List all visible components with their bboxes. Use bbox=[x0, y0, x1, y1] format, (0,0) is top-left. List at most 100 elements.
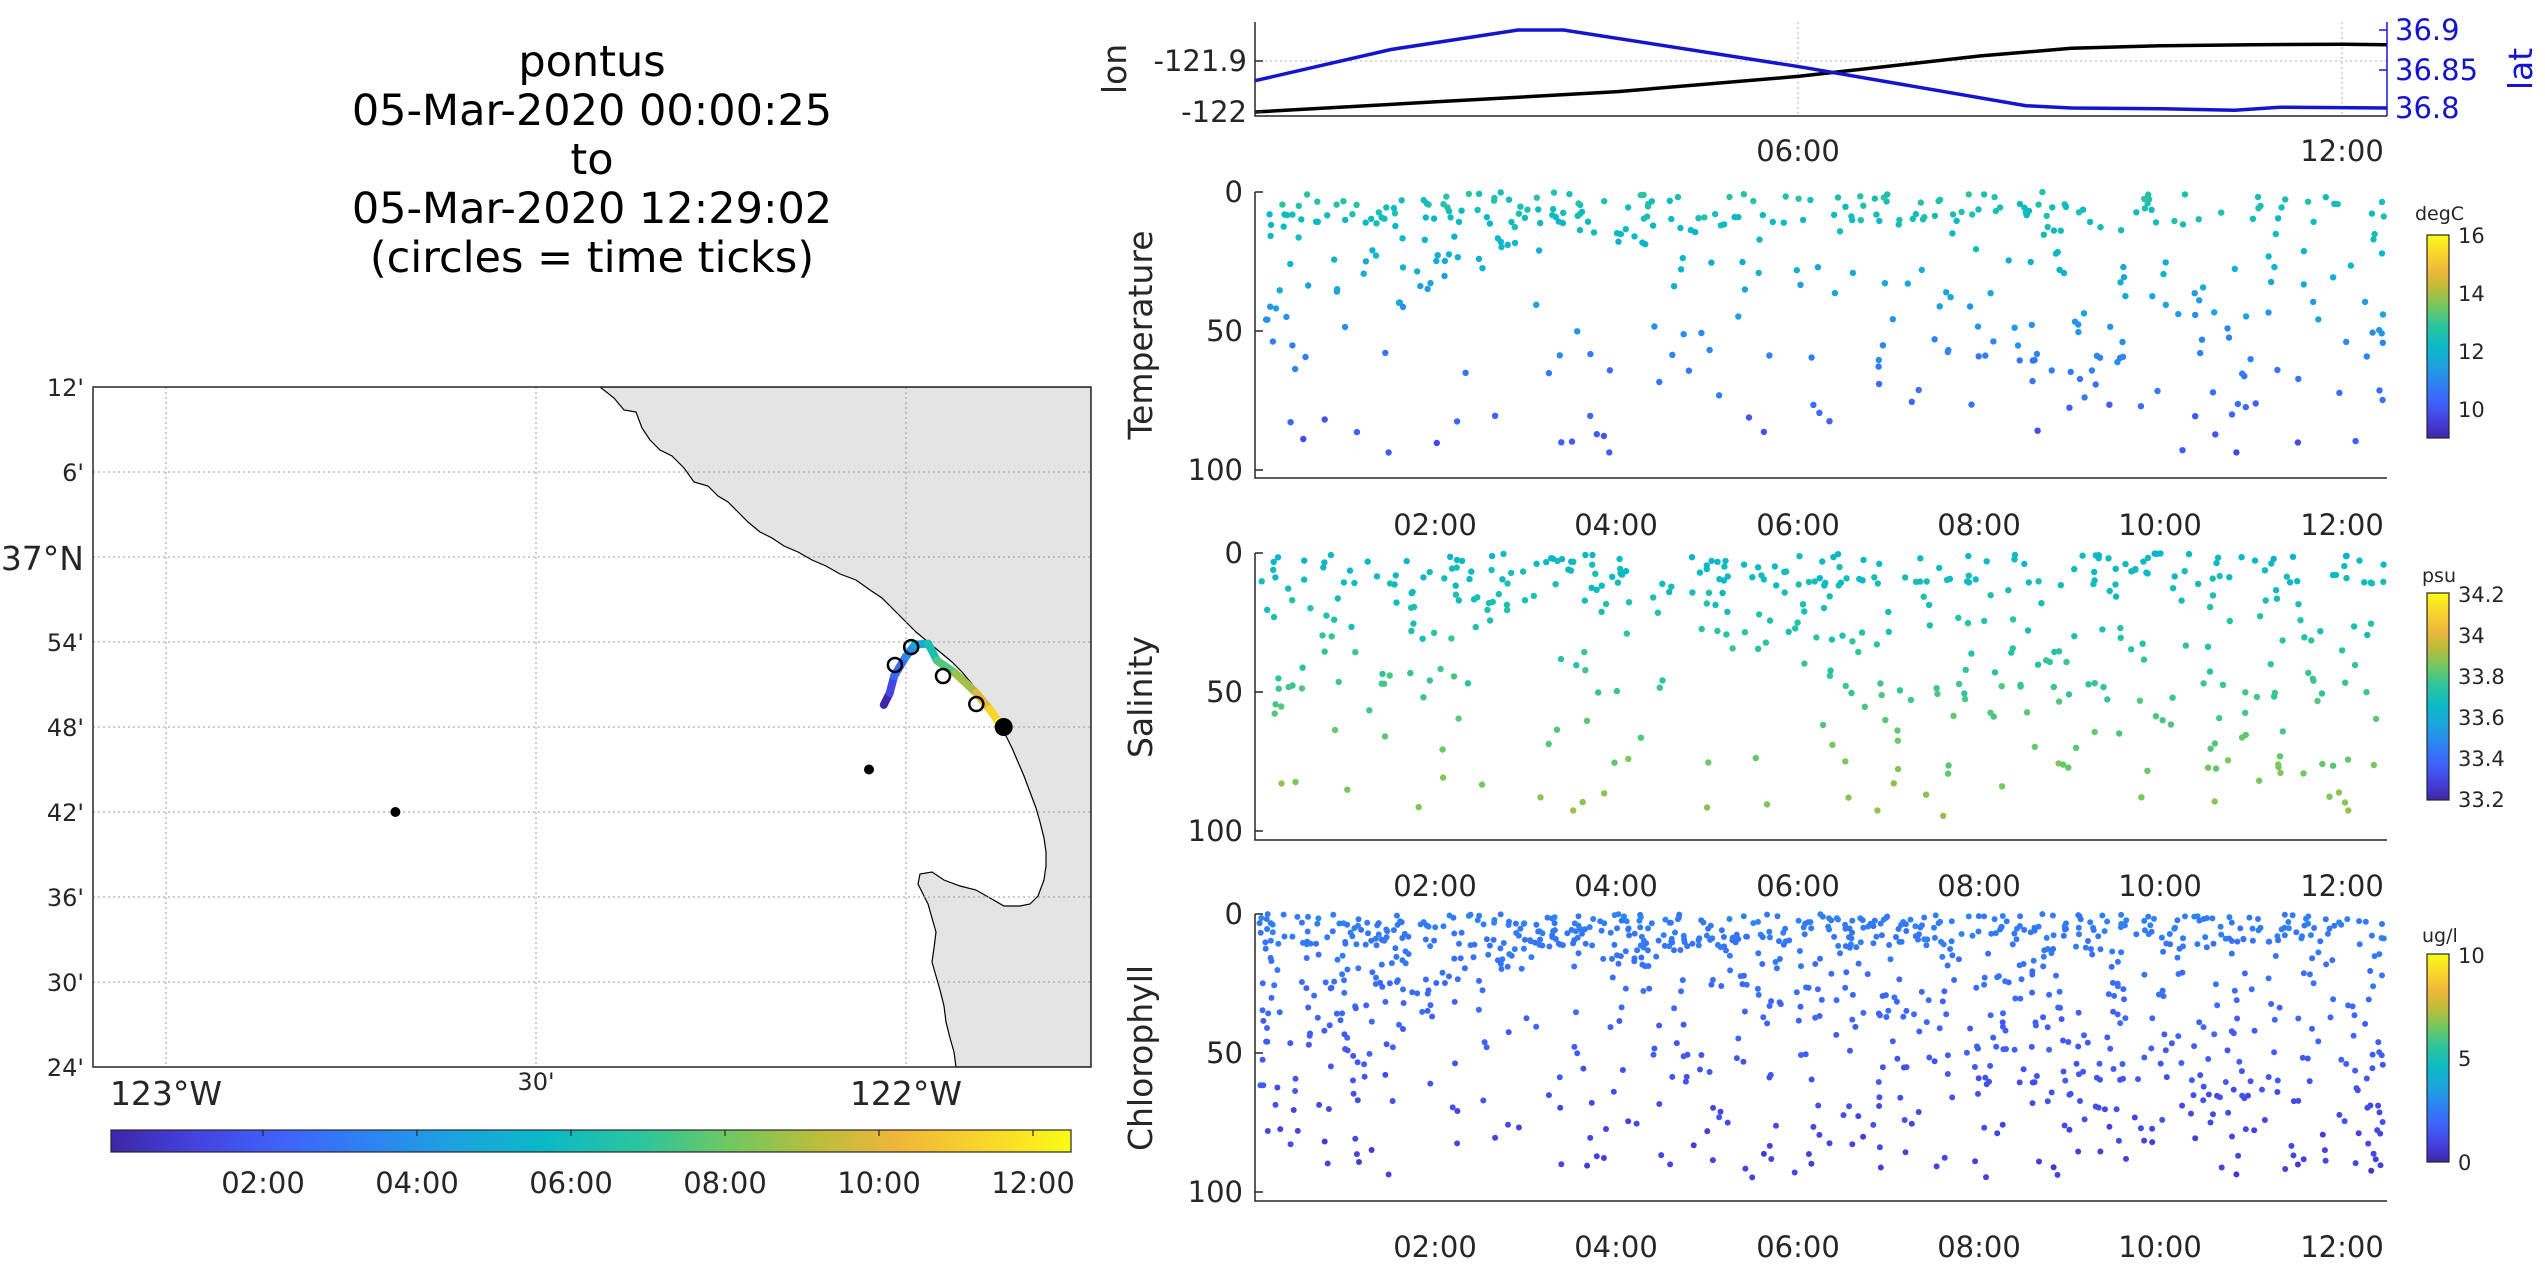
sample-point bbox=[2261, 1117, 2268, 1123]
sample-point bbox=[2228, 950, 2235, 957]
sample-point bbox=[1876, 217, 1883, 225]
salinity-y-tick-0: 0 bbox=[1225, 536, 1243, 570]
sample-point bbox=[1267, 920, 1274, 927]
sample-point bbox=[1333, 1010, 1340, 1017]
sample-point bbox=[1579, 798, 1586, 806]
sample-point bbox=[2228, 411, 2236, 418]
sample-point bbox=[2351, 1012, 2358, 1019]
sample-point bbox=[2106, 1123, 2113, 1130]
sample-point bbox=[2092, 1103, 2099, 1110]
sample-point bbox=[2376, 951, 2383, 958]
sample-point bbox=[1819, 558, 1826, 565]
sample-point bbox=[1882, 716, 1889, 724]
sample-point bbox=[1393, 912, 1400, 919]
sample-point bbox=[1894, 737, 1902, 744]
sample-point bbox=[1707, 936, 1714, 943]
lonlat-left-tick-121-9: -121.9 bbox=[1154, 44, 1248, 78]
lat-series-line bbox=[1254, 28, 2387, 113]
sample-point bbox=[1701, 214, 1708, 221]
sample-point bbox=[1400, 986, 1406, 993]
sample-point bbox=[2114, 980, 2121, 987]
sample-point bbox=[1579, 930, 1585, 937]
sample-point bbox=[1546, 943, 1553, 950]
sample-point bbox=[2370, 983, 2377, 990]
sample-point bbox=[1576, 226, 1584, 234]
sample-point bbox=[1894, 1055, 1901, 1062]
sample-point bbox=[1653, 953, 1660, 960]
sample-point bbox=[2199, 284, 2207, 291]
sample-point bbox=[1598, 927, 1605, 934]
sample-point bbox=[1298, 685, 1306, 692]
title-line-3: to bbox=[570, 135, 613, 185]
temperature-x-tick-0600: 06:00 bbox=[1756, 508, 1840, 542]
sample-point bbox=[2162, 1047, 2169, 1054]
chlorophyll-cb-tick-5: 5 bbox=[2458, 1047, 2471, 1071]
sample-point bbox=[1480, 1097, 1487, 1104]
sample-point bbox=[2073, 1060, 2080, 1067]
sample-point bbox=[1879, 1064, 1886, 1071]
sample-point bbox=[2363, 689, 2370, 696]
sample-point bbox=[1339, 952, 1346, 959]
sample-point bbox=[2169, 585, 2177, 592]
sample-point bbox=[1741, 286, 1749, 293]
sample-point bbox=[1383, 926, 1390, 933]
sample-point bbox=[2050, 1164, 2057, 1171]
sample-point bbox=[1918, 988, 1925, 995]
sample-point bbox=[2119, 338, 2126, 346]
sample-point bbox=[2117, 634, 2124, 641]
sample-point bbox=[1351, 579, 1358, 587]
sample-point bbox=[2213, 559, 2220, 567]
sample-point bbox=[1703, 562, 1711, 569]
sample-point bbox=[1331, 256, 1338, 263]
sample-point bbox=[1504, 241, 1511, 248]
sample-point bbox=[1271, 982, 1278, 989]
sample-point bbox=[1364, 919, 1371, 926]
sample-point bbox=[1593, 586, 1600, 593]
sample-point bbox=[2072, 744, 2080, 751]
chlorophyll-y-ticks bbox=[1255, 913, 1263, 1193]
sample-point bbox=[2119, 1061, 2126, 1067]
sample-point bbox=[1842, 943, 1849, 950]
sample-point bbox=[2049, 204, 2056, 211]
sample-point bbox=[1705, 759, 1712, 766]
sample-point bbox=[2210, 1111, 2216, 1118]
sample-point bbox=[1259, 980, 1266, 987]
sample-point bbox=[1292, 1088, 1299, 1094]
sample-point bbox=[1329, 928, 1336, 935]
sample-point bbox=[1572, 928, 1579, 935]
sample-point bbox=[2043, 212, 2050, 220]
sample-point bbox=[1909, 215, 1917, 223]
sample-point bbox=[1402, 948, 1409, 955]
sample-point bbox=[2100, 683, 2107, 691]
sample-point bbox=[2149, 1125, 2156, 1132]
sample-point bbox=[2091, 568, 2098, 576]
sample-point bbox=[1519, 568, 1527, 575]
sample-point bbox=[1285, 585, 1292, 592]
sample-point bbox=[1556, 1074, 1563, 1081]
sample-point bbox=[2307, 932, 2314, 939]
sample-point bbox=[1269, 338, 1277, 345]
sample-point bbox=[1419, 635, 1426, 642]
sample-point bbox=[2101, 1106, 2108, 1113]
sample-point bbox=[1315, 951, 1322, 958]
map-colorbar-ticks bbox=[262, 1130, 1034, 1136]
sample-point bbox=[2361, 298, 2369, 306]
sample-point bbox=[1607, 1024, 1614, 1031]
sample-point bbox=[1980, 191, 1988, 198]
sample-point bbox=[1936, 196, 1944, 203]
sample-point bbox=[1661, 942, 1668, 949]
sample-point bbox=[1987, 290, 1994, 297]
sample-point bbox=[1350, 1077, 1356, 1084]
sample-point bbox=[1955, 680, 1963, 688]
sample-point bbox=[2190, 1092, 2197, 1099]
sample-point bbox=[2279, 728, 2286, 735]
sample-point bbox=[1889, 1038, 1896, 1045]
sample-point bbox=[1283, 313, 1290, 321]
sample-point bbox=[1708, 981, 1715, 988]
sample-point bbox=[2198, 336, 2206, 343]
sample-point bbox=[1304, 928, 1311, 935]
sample-point bbox=[2011, 324, 2018, 331]
sample-point bbox=[1589, 551, 1596, 559]
sample-point bbox=[2148, 928, 2155, 935]
